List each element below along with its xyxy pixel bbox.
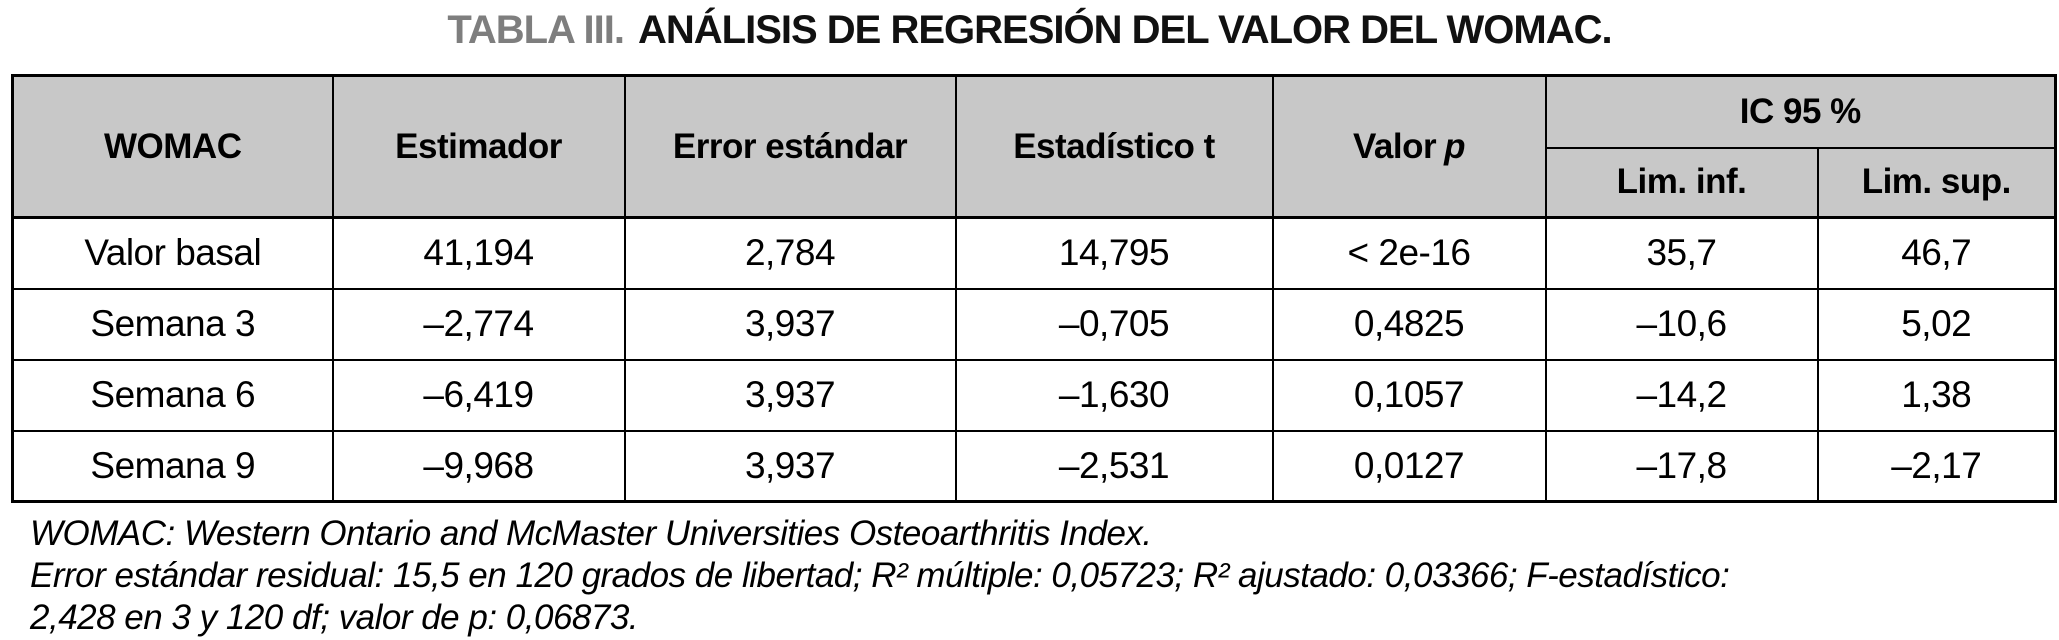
header-lim-sup: Lim. sup. xyxy=(1816,146,2057,219)
table-title-label: TABLA III. xyxy=(447,8,625,52)
footnote-line-3: 2,428 en 3 y 120 df; valor de p: 0,06873… xyxy=(30,598,639,637)
header-error-estandar: Error estándar xyxy=(623,74,957,219)
row-label-cell: Valor basal xyxy=(11,216,334,290)
estadistico-t-cell: –2,531 xyxy=(954,429,1274,503)
table-title-text: ANÁLISIS DE REGRESIÓN DEL VALOR DEL WOMA… xyxy=(638,8,1613,52)
table-title: TABLA III. ANÁLISIS DE REGRESIÓN DEL VALO… xyxy=(0,8,2059,53)
table-row-valor-basal: Valor basal 41,194 2,784 14,795 < 2e-16 … xyxy=(11,216,2057,290)
estadistico-t-cell: –1,630 xyxy=(954,358,1274,432)
lim-sup-cell: 5,02 xyxy=(1816,287,2057,361)
valor-p-cell: < 2e-16 xyxy=(1271,216,1547,290)
table-row-semana-6: Semana 6 –6,419 3,937 –1,630 0,1057 –14,… xyxy=(11,358,2057,432)
lim-inf-cell: –10,6 xyxy=(1544,287,1819,361)
header-valor-p-prefix: Valor xyxy=(1353,126,1437,166)
lim-inf-cell: 35,7 xyxy=(1544,216,1819,290)
valor-p-cell: 0,0127 xyxy=(1271,429,1547,503)
estimador-cell: –2,774 xyxy=(331,287,626,361)
table-row-semana-9: Semana 9 –9,968 3,937 –2,531 0,0127 –17,… xyxy=(11,429,2057,503)
row-label-cell: Semana 9 xyxy=(11,429,334,503)
footnote-line-2: Error estándar residual: 15,5 en 120 gra… xyxy=(30,556,1730,595)
row-label-cell: Semana 6 xyxy=(11,358,334,432)
estimador-cell: 41,194 xyxy=(331,216,626,290)
header-valor-p: Valor p xyxy=(1271,74,1547,219)
regression-table: WOMAC Estimador Error estándar Estadísti… xyxy=(11,74,2057,503)
row-label-cell: Semana 3 xyxy=(11,287,334,361)
estimador-cell: –6,419 xyxy=(331,358,626,432)
table-footnotes: WOMAC: Western Ontario and McMaster Univ… xyxy=(30,513,2040,639)
error-estandar-cell: 3,937 xyxy=(623,358,957,432)
table-body: Valor basal 41,194 2,784 14,795 < 2e-16 … xyxy=(11,216,2057,503)
lim-inf-cell: –17,8 xyxy=(1544,429,1819,503)
estadistico-t-cell: –0,705 xyxy=(954,287,1274,361)
footnote-line-1: WOMAC: Western Ontario and McMaster Univ… xyxy=(30,514,1152,553)
error-estandar-cell: 2,784 xyxy=(623,216,957,290)
error-estandar-cell: 3,937 xyxy=(623,287,957,361)
header-estadistico-t: Estadístico t xyxy=(954,74,1274,219)
table-header: WOMAC Estimador Error estándar Estadísti… xyxy=(11,74,2057,219)
valor-p-cell: 0,1057 xyxy=(1271,358,1547,432)
valor-p-cell: 0,4825 xyxy=(1271,287,1547,361)
estadistico-t-cell: 14,795 xyxy=(954,216,1274,290)
lim-sup-cell: –2,17 xyxy=(1816,429,2057,503)
table-row-semana-3: Semana 3 –2,774 3,937 –0,705 0,4825 –10,… xyxy=(11,287,2057,361)
header-lim-inf: Lim. inf. xyxy=(1544,146,1819,219)
lim-inf-cell: –14,2 xyxy=(1544,358,1819,432)
header-womac: WOMAC xyxy=(11,74,334,219)
header-estimador: Estimador xyxy=(331,74,626,219)
lim-sup-cell: 46,7 xyxy=(1816,216,2057,290)
lim-sup-cell: 1,38 xyxy=(1816,358,2057,432)
error-estandar-cell: 3,937 xyxy=(623,429,957,503)
estimador-cell: –9,968 xyxy=(331,429,626,503)
header-ic95: IC 95 % xyxy=(1544,74,2057,149)
header-valor-p-symbol: p xyxy=(1444,126,1465,166)
